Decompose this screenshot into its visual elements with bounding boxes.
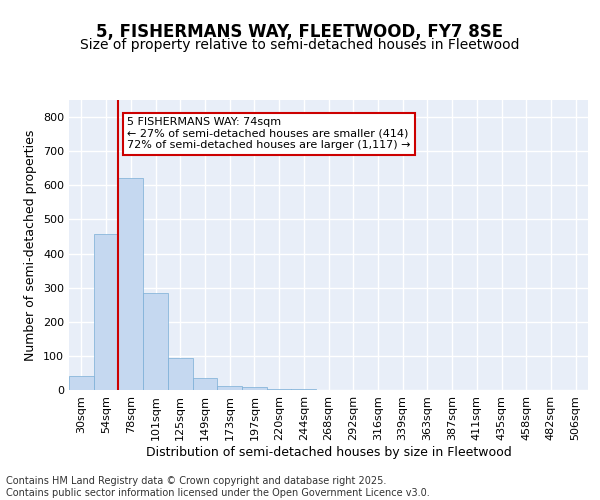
Text: 5, FISHERMANS WAY, FLEETWOOD, FY7 8SE: 5, FISHERMANS WAY, FLEETWOOD, FY7 8SE	[97, 22, 503, 40]
Text: Contains HM Land Registry data © Crown copyright and database right 2025.
Contai: Contains HM Land Registry data © Crown c…	[6, 476, 430, 498]
Bar	[168, 358, 193, 390]
Text: 5 FISHERMANS WAY: 74sqm
← 27% of semi-detached houses are smaller (414)
72% of s: 5 FISHERMANS WAY: 74sqm ← 27% of semi-de…	[127, 117, 410, 150]
X-axis label: Distribution of semi-detached houses by size in Fleetwood: Distribution of semi-detached houses by …	[146, 446, 511, 458]
Bar	[118, 178, 143, 390]
Bar	[94, 234, 118, 390]
Bar	[292, 389, 316, 390]
Y-axis label: Number of semi-detached properties: Number of semi-detached properties	[25, 130, 37, 360]
Bar	[242, 388, 267, 390]
Bar	[217, 386, 242, 390]
Bar	[143, 293, 168, 390]
Bar	[193, 378, 217, 390]
Text: Size of property relative to semi-detached houses in Fleetwood: Size of property relative to semi-detach…	[80, 38, 520, 52]
Bar	[69, 376, 94, 390]
Bar	[267, 389, 292, 390]
